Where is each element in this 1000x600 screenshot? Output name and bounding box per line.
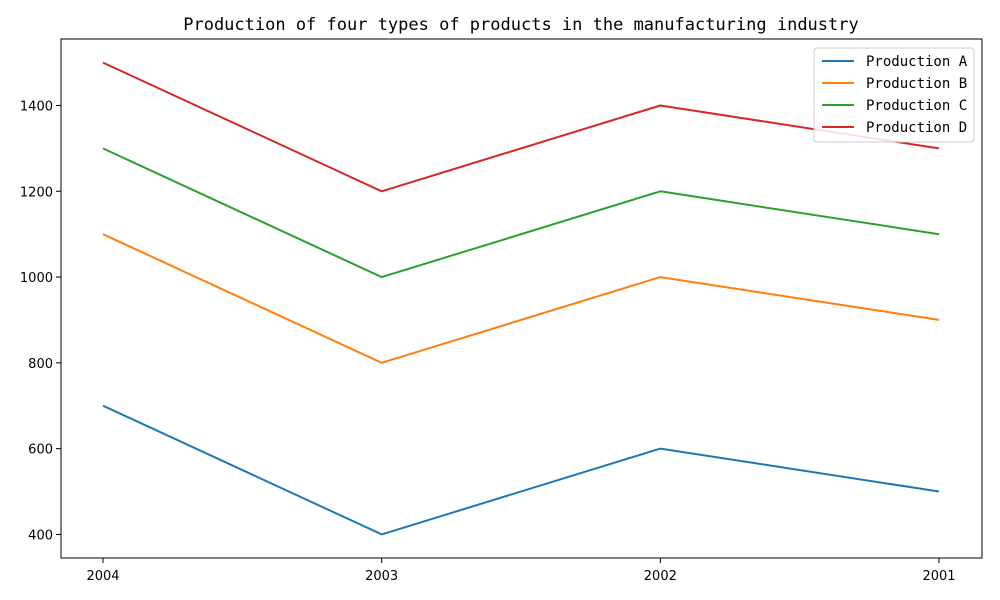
series-line-production-c <box>102 147 940 279</box>
legend-label: Production C <box>866 98 967 114</box>
y-tick-label: 1200 <box>20 185 53 200</box>
x-tick-label: 2004 <box>86 569 119 584</box>
legend-label: Production D <box>866 120 967 136</box>
series-line-production-a <box>102 404 940 536</box>
plot-area: 400 600 800 1000 1200 1400 2004 2003 2002 2001 <box>20 38 983 584</box>
chart-title: Production of four types of products in … <box>183 15 859 35</box>
x-tick-label: 2002 <box>644 569 677 584</box>
y-tick-label: 1400 <box>20 99 53 114</box>
axes-frame <box>60 38 983 559</box>
x-tick-label: 2001 <box>922 569 955 584</box>
x-tick-label: 2003 <box>365 569 398 584</box>
y-tick-label: 600 <box>28 443 53 458</box>
series-line-production-d <box>102 61 940 193</box>
series-line-production-b <box>102 233 940 364</box>
legend-box <box>813 47 975 143</box>
legend-label: Production B <box>866 76 967 92</box>
legend: Production A Production B Production C Prod… <box>813 47 975 143</box>
y-tick-label: 800 <box>28 357 53 372</box>
legend-label: Production A <box>866 54 968 70</box>
y-tick-label: 400 <box>28 528 53 543</box>
y-tick-label: 1000 <box>20 271 53 286</box>
